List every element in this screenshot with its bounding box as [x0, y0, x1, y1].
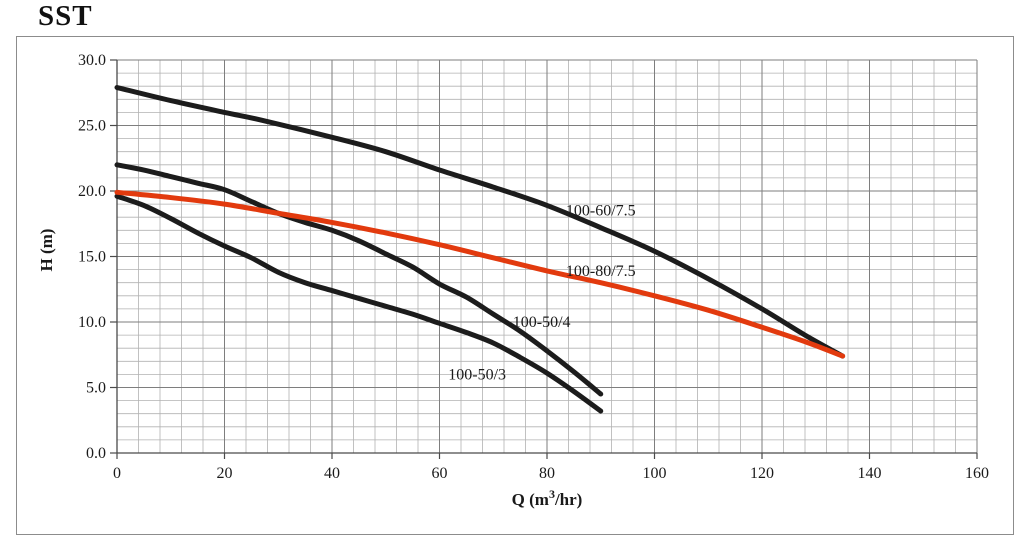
y-tick-label: 30.0 — [78, 52, 106, 69]
x-tick-label: 40 — [324, 465, 340, 482]
y-tick-label: 0.0 — [86, 445, 106, 462]
axis-titles: H (m) Q (m3/hr) — [37, 229, 582, 509]
x-tick-label: 160 — [965, 465, 989, 482]
chart-plot-area: 0 20 40 60 80 100 120 140 160 0.0 5.0 10.0 15.0 20.0 2… — [78, 52, 989, 482]
x-tick-label: 20 — [217, 465, 233, 482]
curve-100-50-4 — [114, 162, 604, 397]
x-tick-label: 140 — [858, 465, 882, 482]
x-tick-label: 100 — [643, 465, 667, 482]
y-tick-label: 5.0 — [86, 380, 106, 397]
x-axis-title: Q (m3/hr) — [512, 487, 583, 509]
x-tick-label: 80 — [539, 465, 555, 482]
chart-title: SST — [38, 0, 93, 32]
curve-label: 100-60/7.5 — [566, 203, 636, 220]
x-tick-label: 60 — [432, 465, 448, 482]
x-tick-label: 120 — [750, 465, 774, 482]
y-axis-title: H (m) — [37, 229, 56, 272]
curve-100-80-7-5 — [114, 189, 846, 359]
curve-100-50-3 — [114, 193, 604, 414]
y-tick-label: 10.0 — [78, 314, 106, 331]
y-tick-label: 15.0 — [78, 249, 106, 266]
y-tick-label: 20.0 — [78, 183, 106, 200]
curve-label: 100-50/3 — [448, 366, 506, 383]
x-tick-label: 0 — [113, 465, 121, 482]
y-tick-label: 25.0 — [78, 118, 106, 135]
curve-100-60-7-5 — [114, 85, 846, 359]
curve-label: 100-80/7.5 — [566, 263, 636, 280]
curve-label: 100-50/4 — [513, 314, 571, 331]
